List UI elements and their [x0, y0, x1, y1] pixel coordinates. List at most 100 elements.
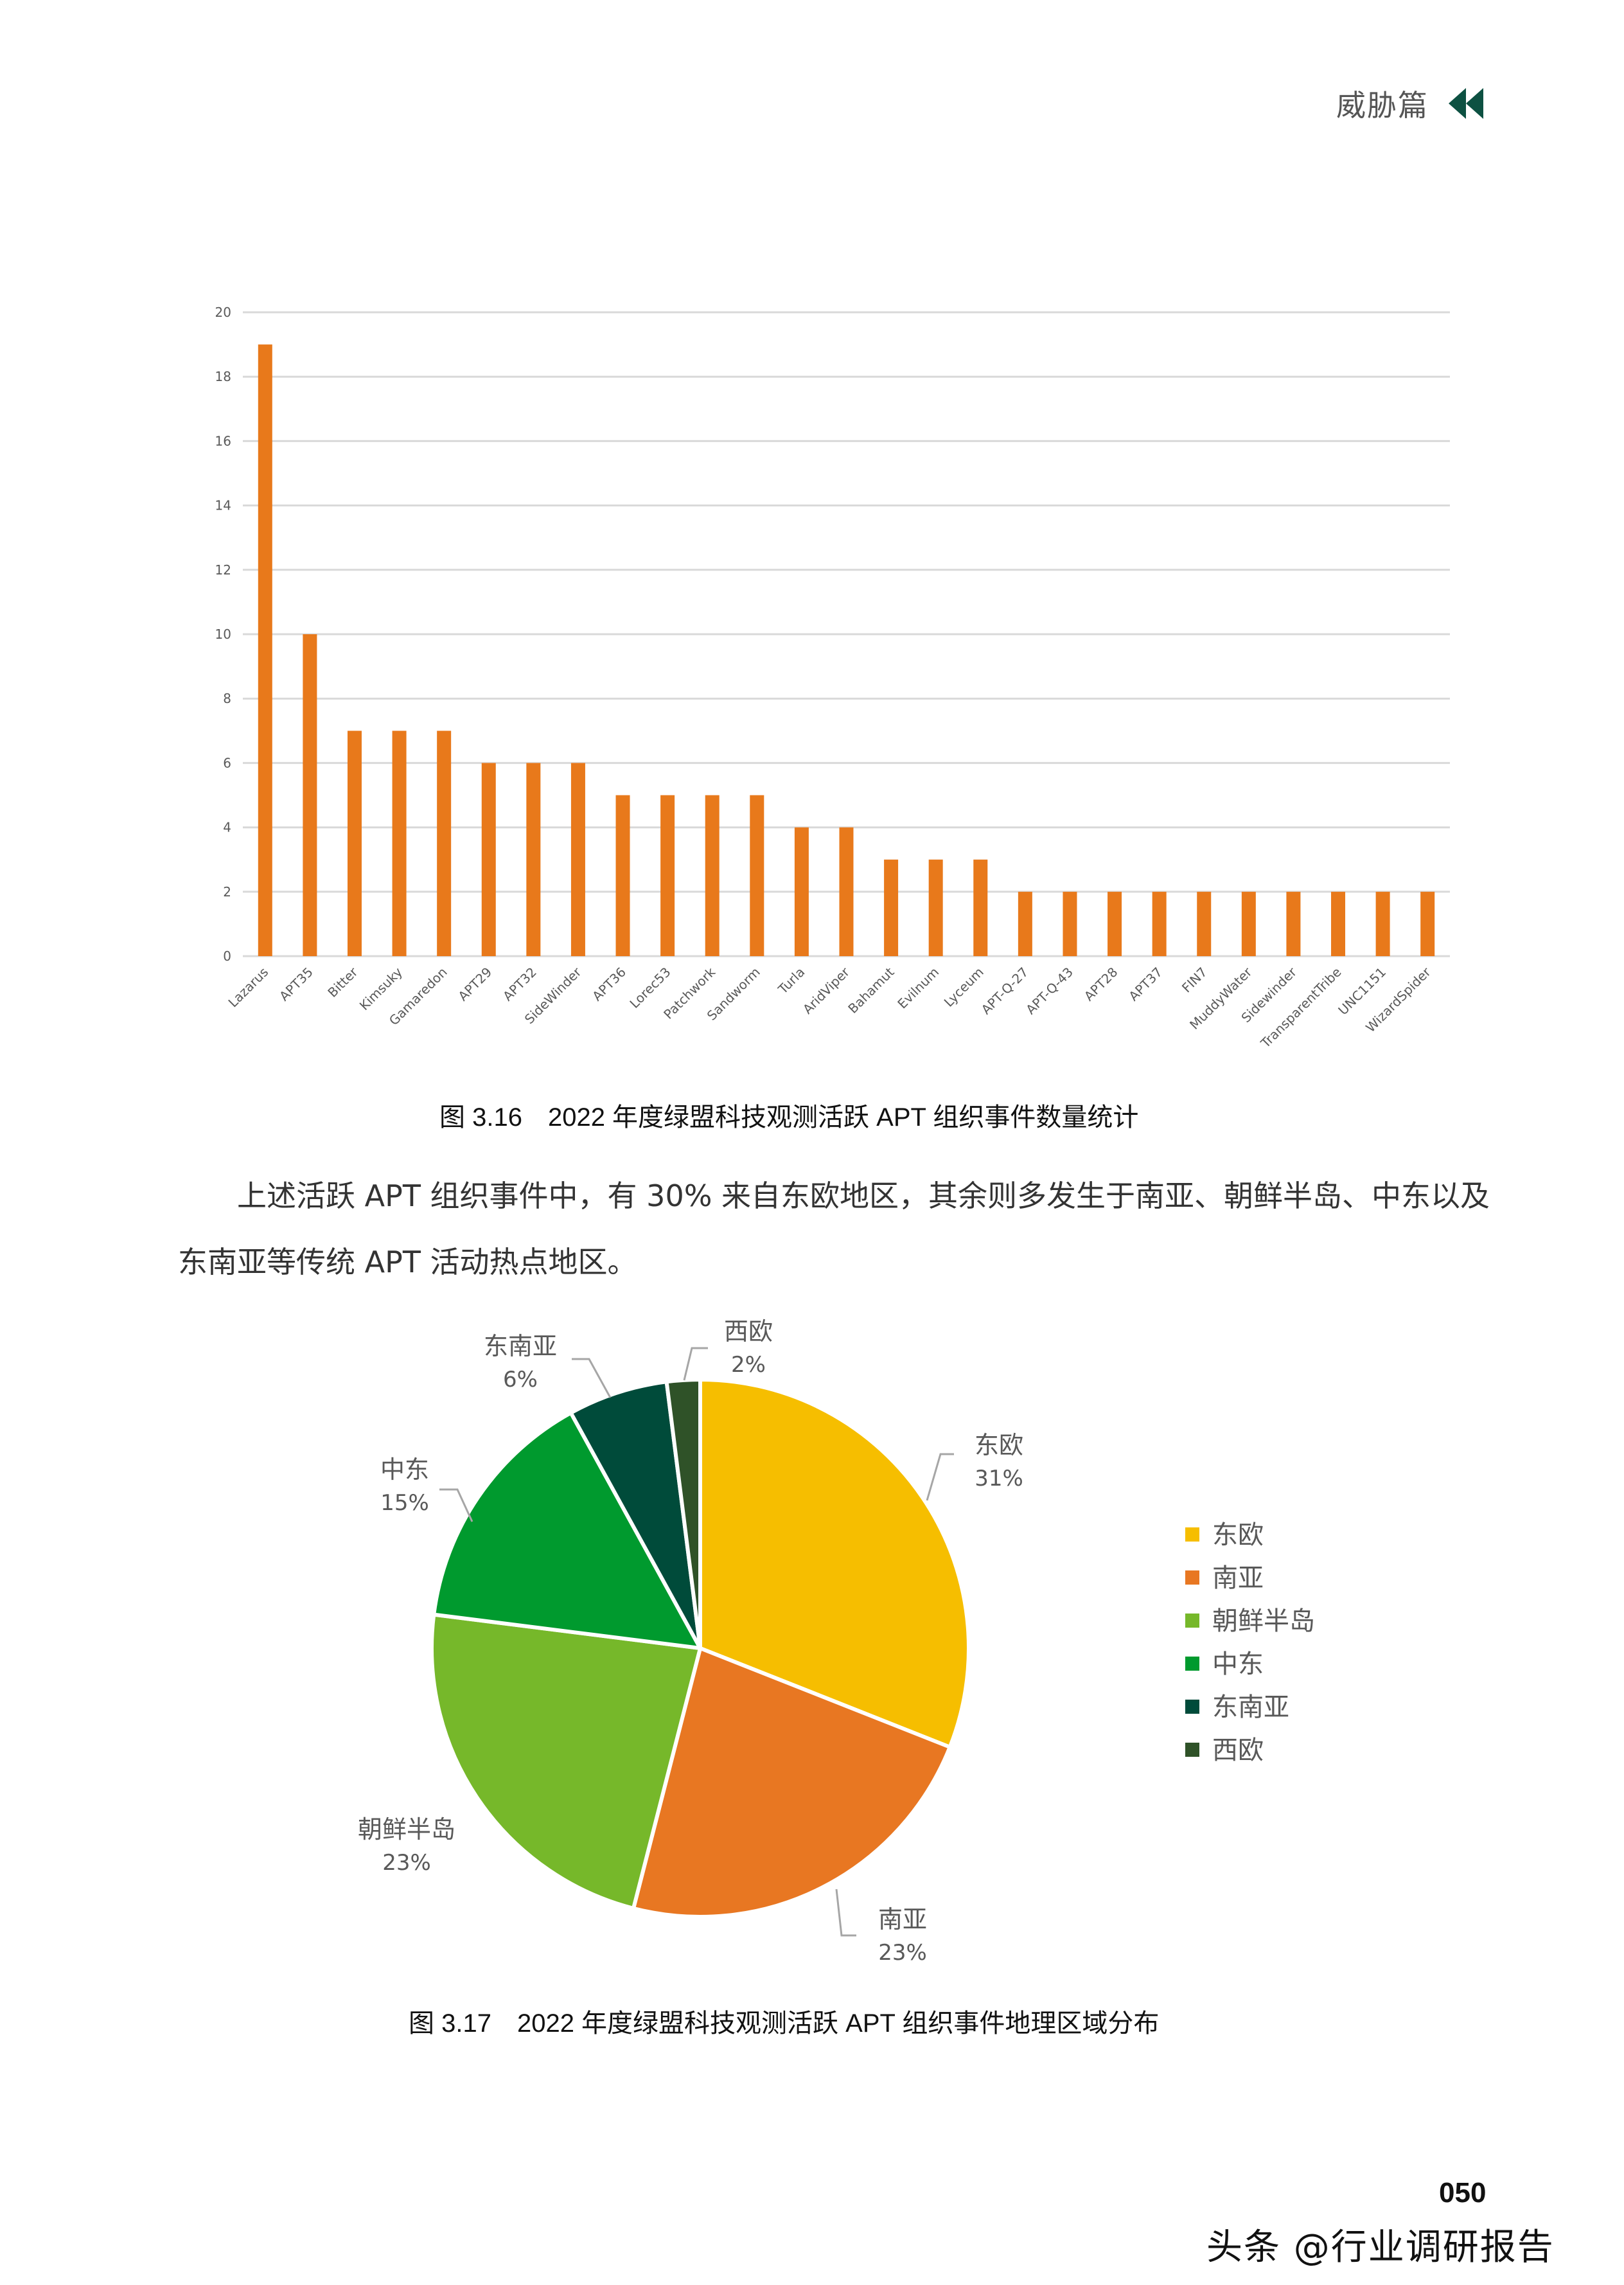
x-tick-label: Lyceum	[941, 965, 987, 1010]
pie-data-labels: 东欧 31% 南亚 23% 朝鲜半岛 23% 中东 15% 东南亚 6% 西欧 2%	[358, 1317, 1023, 1966]
bar	[1331, 891, 1346, 956]
x-tick-label: Bahamut	[845, 964, 897, 1016]
y-tick-label: 20	[215, 305, 231, 320]
legend-swatch	[1185, 1700, 1199, 1714]
x-tick-label: APT-Q-27	[978, 965, 1032, 1018]
watermark: 头条 @行业调研报告	[1206, 2227, 1555, 2268]
bar	[794, 827, 809, 956]
bar	[1018, 891, 1032, 956]
x-tick-label: Bitter	[324, 964, 361, 1000]
leader-line	[835, 1889, 856, 1937]
page-number: 050	[1439, 2177, 1487, 2209]
bar	[1241, 891, 1256, 956]
x-tick-label: TransparentTribe	[1257, 965, 1344, 1051]
y-tick-label: 8	[223, 691, 231, 706]
pie-label-name: 西欧	[724, 1317, 773, 1346]
y-tick-label: 10	[215, 627, 231, 642]
legend-swatch	[1185, 1743, 1199, 1757]
legend-swatch	[1185, 1570, 1199, 1585]
pie-label-percent: 6%	[503, 1367, 538, 1392]
x-tick-label: APT37	[1125, 965, 1165, 1004]
pie-label-name: 东南亚	[484, 1332, 557, 1360]
legend-swatch	[1185, 1657, 1199, 1671]
figure-caption-3-16: 图 3.16 2022 年度绿盟科技观测活跃 APT 组织事件数量统计	[439, 1103, 1139, 1132]
bar	[570, 763, 585, 956]
section-title: 威胁篇	[1336, 88, 1429, 123]
bar	[437, 731, 452, 956]
figure-caption-3-17: 图 3.17 2022 年度绿盟科技观测活跃 APT 组织事件地理区域分布	[409, 2009, 1160, 2038]
pie-slice	[430, 1612, 702, 1910]
y-tick-label: 0	[223, 948, 231, 964]
x-tick-label: Turla	[775, 965, 808, 998]
legend-label: 南亚	[1212, 1563, 1264, 1593]
x-tick-label: APT36	[589, 965, 629, 1004]
bar	[1197, 891, 1212, 956]
x-tick-label: Lazarus	[225, 965, 272, 1011]
bar	[303, 634, 317, 956]
pie-label-name: 南亚	[878, 1905, 927, 1934]
legend-swatch	[1185, 1614, 1199, 1628]
bar	[1108, 891, 1122, 956]
bars	[258, 344, 1435, 956]
bar	[481, 763, 496, 956]
bar	[973, 859, 988, 956]
legend-label: 东欧	[1212, 1520, 1264, 1550]
x-tick-label: AridViper	[800, 964, 853, 1017]
legend-label: 东南亚	[1212, 1693, 1289, 1722]
legend-label: 西欧	[1212, 1736, 1264, 1765]
x-tick-label: FIN7	[1179, 965, 1210, 996]
pie-label-percent: 2%	[731, 1352, 766, 1378]
bar	[526, 763, 541, 956]
x-tick-label: APT35	[276, 965, 316, 1004]
pie-label-name: 中东	[380, 1455, 429, 1484]
x-tick-label: APT29	[455, 965, 495, 1004]
x-tick-label: APT28	[1081, 965, 1121, 1004]
pie-label-name: 朝鲜半岛	[358, 1815, 455, 1844]
x-tick-label: Evilnum	[894, 965, 942, 1012]
y-tick-label: 18	[215, 369, 231, 384]
bar	[1063, 891, 1077, 956]
bar	[347, 731, 362, 956]
bar	[392, 731, 407, 956]
paragraph-text: 上述活跃 APT 组织事件中，有 30% 来自东欧地区，其余则多发生于南亚、朝鲜…	[178, 1178, 1490, 1279]
bar	[615, 795, 630, 956]
y-tick-label: 12	[215, 562, 231, 578]
legend-label: 朝鲜半岛	[1212, 1606, 1315, 1636]
bar	[1420, 891, 1435, 956]
pie-label-percent: 23%	[878, 1940, 927, 1966]
pie-label-percent: 31%	[975, 1466, 1023, 1491]
bar	[884, 859, 899, 956]
bar	[1152, 891, 1167, 956]
bar	[750, 795, 764, 956]
pie-slice	[664, 1378, 702, 1650]
x-tick-label: APT32	[500, 965, 540, 1004]
pie-label-percent: 15%	[380, 1490, 429, 1516]
leader-line	[683, 1347, 708, 1381]
bar	[839, 827, 854, 956]
bar	[928, 859, 943, 956]
pie-leader-lines	[439, 1347, 954, 1937]
y-tick-label: 6	[223, 755, 231, 770]
bar	[1286, 891, 1301, 956]
leader-line	[439, 1488, 473, 1522]
bar	[660, 795, 675, 956]
y-tick-label: 2	[223, 884, 231, 900]
bar-chart-apt-events: 0 2 4 6 8 10 12 14 16 18 20 Lazarus APT35 BitterKims…	[215, 305, 1450, 1051]
pie-slice	[698, 1378, 971, 1749]
y-tick-label: 16	[215, 433, 231, 449]
pie-slice	[631, 1646, 952, 1919]
y-tick-label: 14	[215, 498, 231, 513]
legend-swatch	[1185, 1527, 1199, 1542]
leader-line	[572, 1358, 612, 1398]
leader-line	[926, 1453, 954, 1501]
bar	[705, 795, 719, 956]
pie-slices	[430, 1378, 971, 1919]
legend-label: 中东	[1212, 1649, 1264, 1679]
bar	[258, 344, 272, 956]
y-axis-tick-labels: 0 2 4 6 8 10 12 14 16 18 20	[215, 305, 231, 964]
pie-slice	[432, 1410, 702, 1650]
double-chevron-left-icon	[1449, 88, 1483, 119]
